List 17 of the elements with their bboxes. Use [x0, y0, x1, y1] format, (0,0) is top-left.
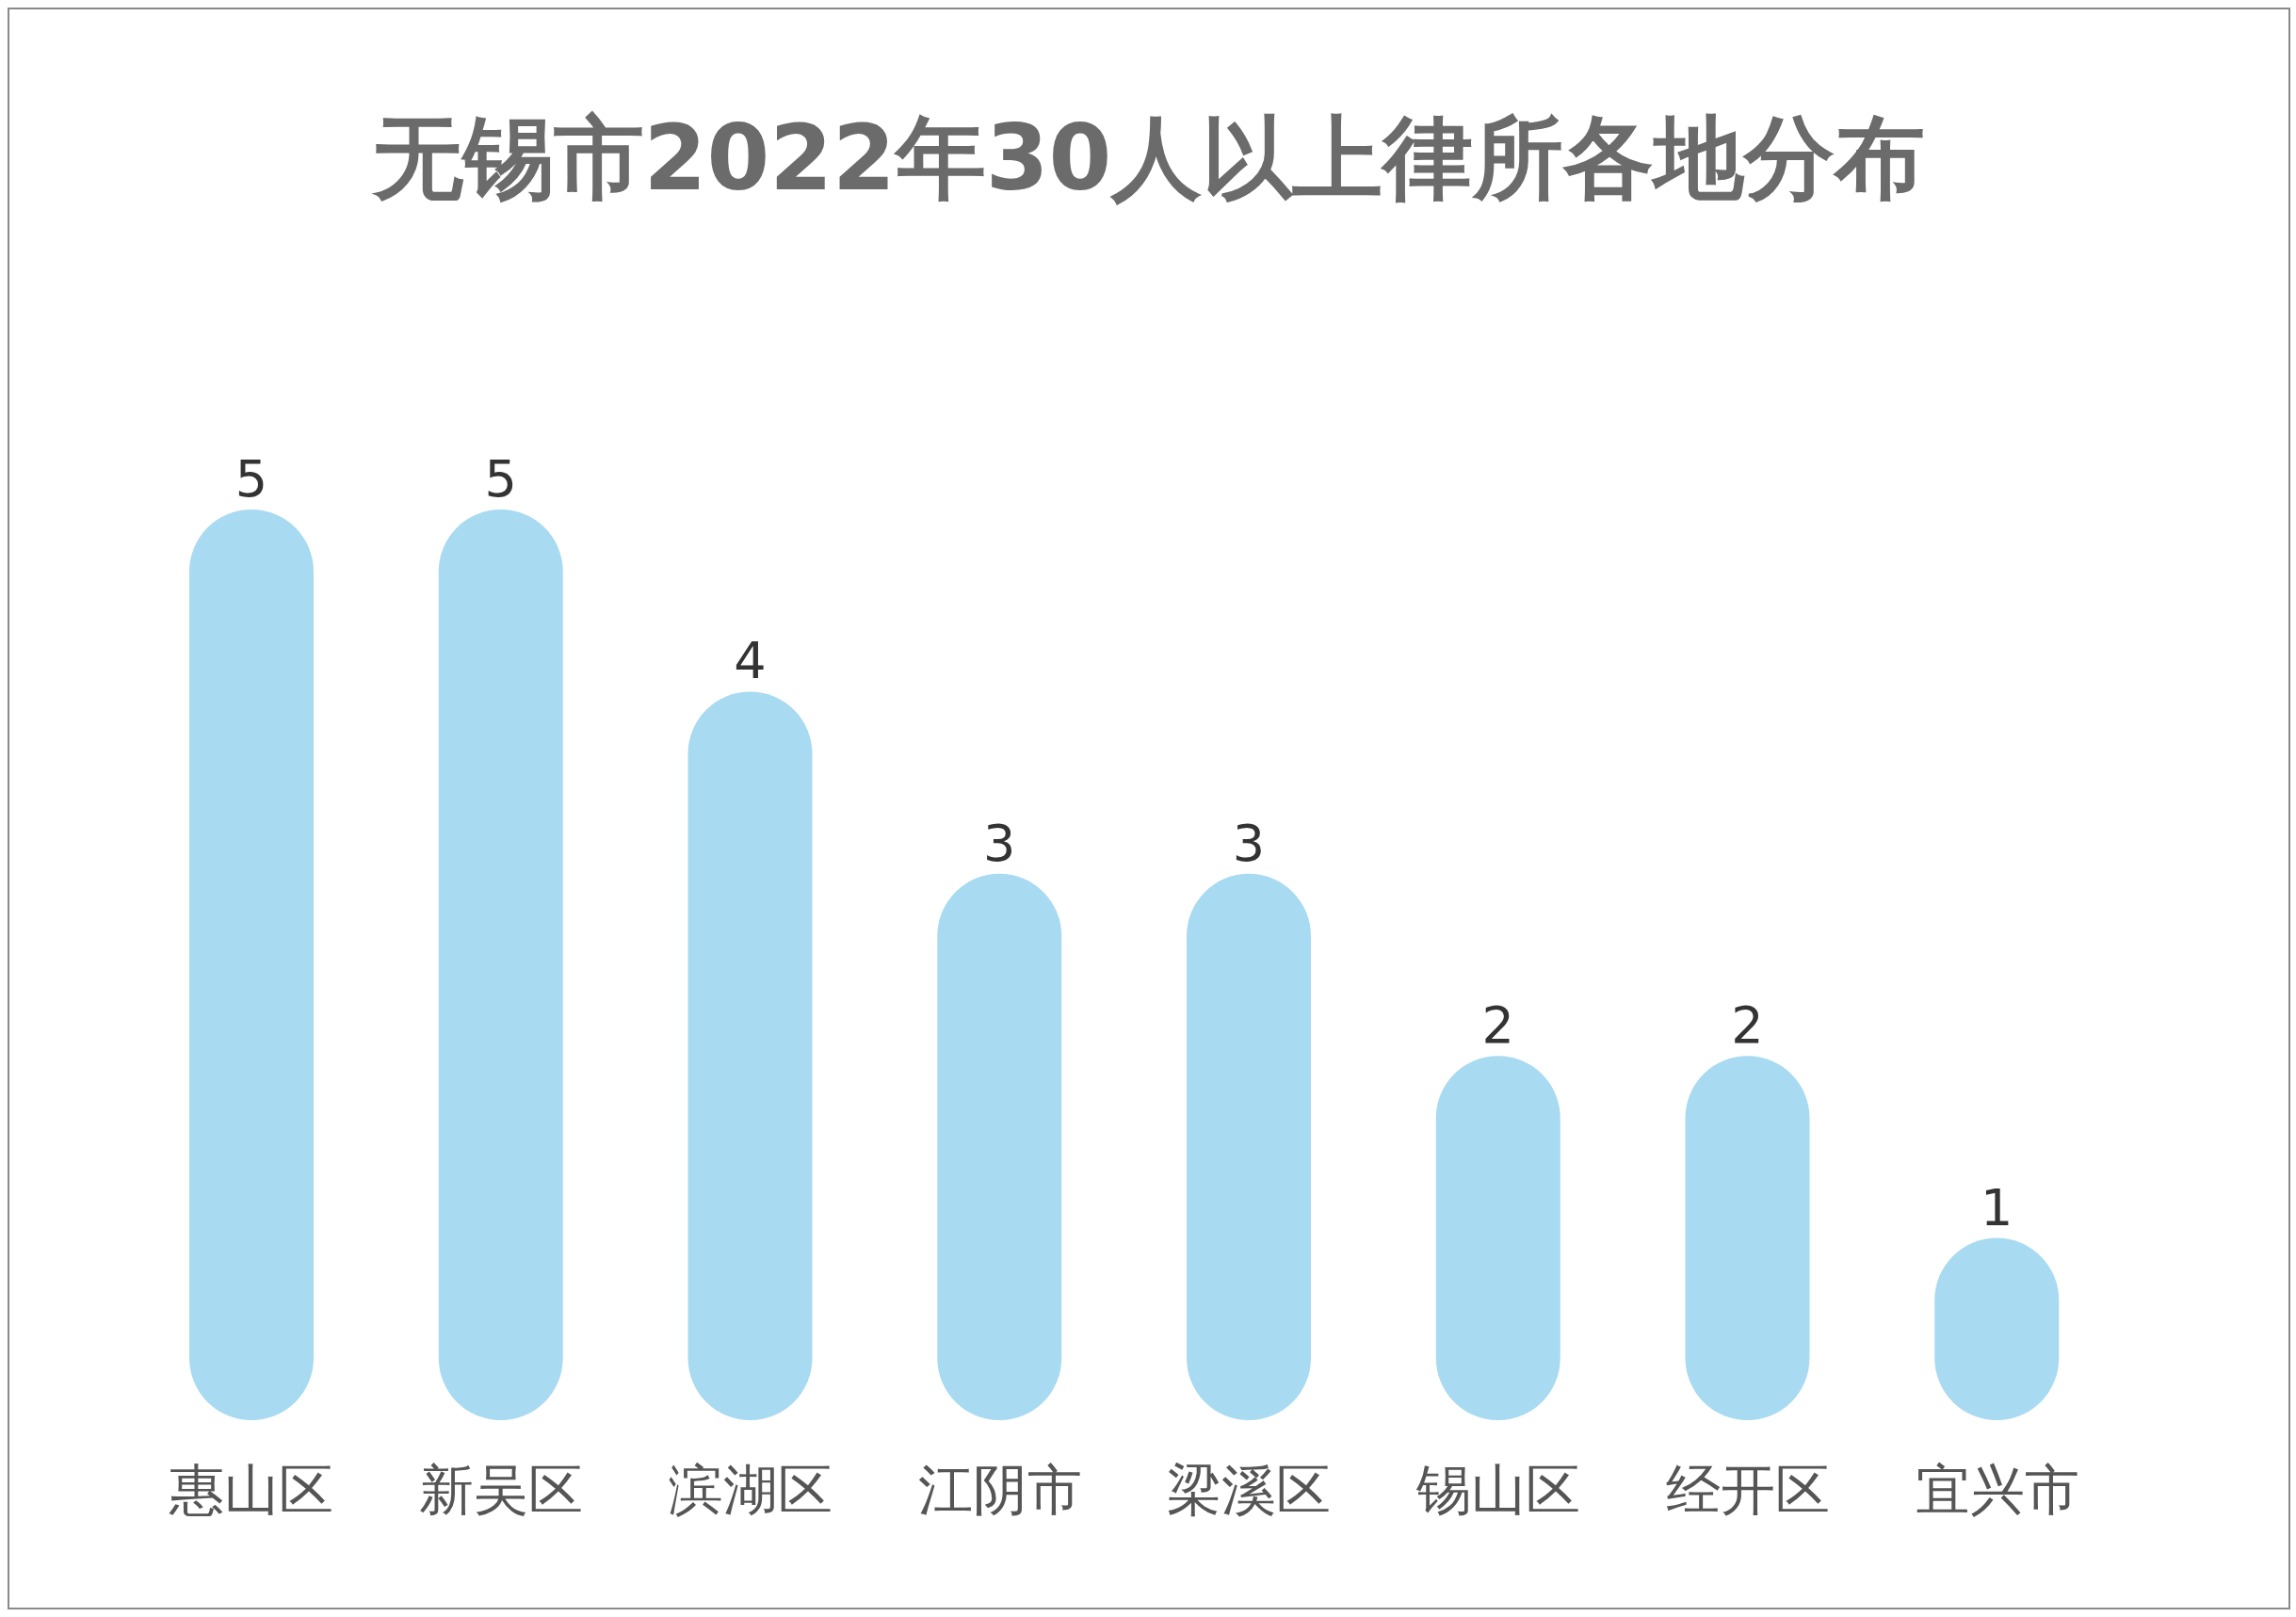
data-label: 5 — [484, 449, 517, 509]
data-label: 1 — [1981, 1177, 2013, 1237]
x-tick-label: 江阴市 — [917, 1458, 1082, 1523]
x-tick-label: 梁溪区 — [1167, 1458, 1332, 1523]
data-label: 5 — [234, 449, 268, 509]
x-tick-label: 宜兴市 — [1915, 1458, 2079, 1523]
x-tick-label: 经开区 — [1665, 1458, 1830, 1523]
x-tick-label: 新吴区 — [419, 1458, 584, 1523]
data-label: 2 — [1481, 995, 1514, 1056]
chart-title: 无锡市2022年30人以上律所各地分布 — [371, 105, 1927, 213]
data-label: 2 — [1731, 995, 1764, 1056]
x-tick-label: 惠山区 — [169, 1458, 334, 1523]
x-tick-label: 锡山区 — [1415, 1458, 1581, 1523]
data-label: 3 — [983, 813, 1016, 873]
data-label: 4 — [734, 631, 767, 691]
data-label: 3 — [1232, 813, 1266, 873]
x-tick-label: 滨湖区 — [668, 1458, 833, 1523]
